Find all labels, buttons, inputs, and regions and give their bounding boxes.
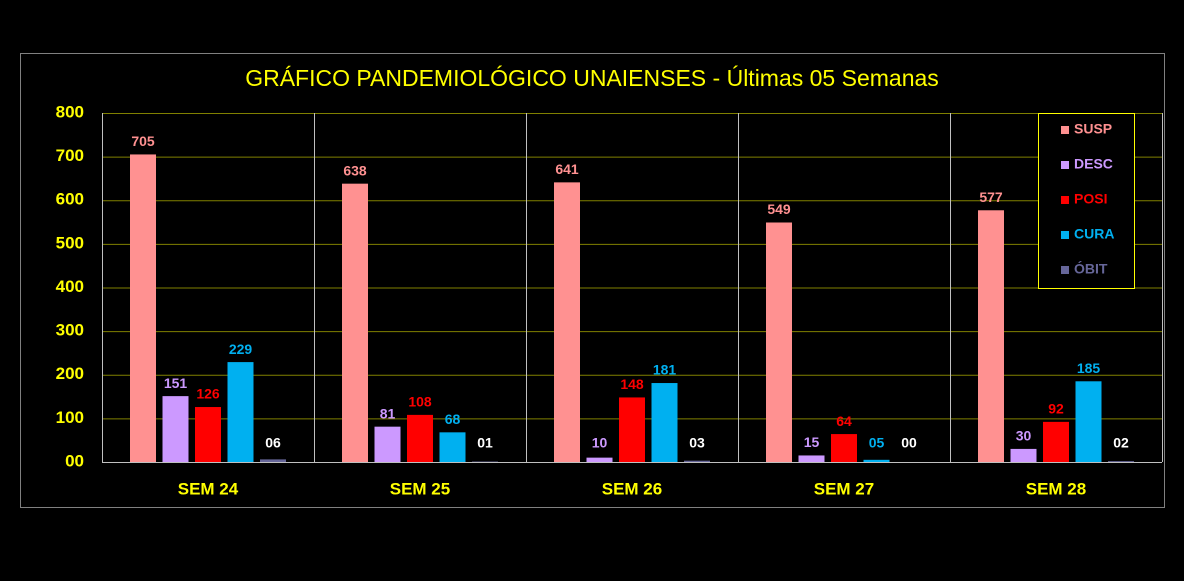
x-tick-label: SEM 25 [390,479,450,498]
x-tick-label: SEM 27 [814,479,874,498]
bar [342,183,368,463]
legend-swatch [1061,266,1069,274]
bar [1010,448,1037,462]
x-tick-label: SEM 28 [1026,479,1086,498]
legend-label: SUSP [1074,121,1112,137]
data-label: 705 [131,133,155,149]
data-label: 108 [408,394,432,410]
data-label: 185 [1077,360,1101,376]
bar [439,432,466,462]
bar [374,426,401,462]
bar [407,414,433,462]
bar [1075,381,1102,462]
bar [978,210,1004,462]
data-label: 00 [901,435,917,451]
legend-label: POSI [1074,191,1107,207]
data-label: 68 [445,411,461,427]
data-label: 126 [196,386,220,402]
data-label: 15 [804,434,820,450]
data-label: 577 [979,189,1003,205]
chart-title: GRÁFICO PANDEMIOLÓGICO UNAIENSES - Últim… [245,65,939,91]
legend-label: CURA [1074,226,1114,242]
bar [863,459,890,462]
y-tick-label: 200 [56,364,84,383]
bar [1043,421,1069,462]
data-label: 64 [836,413,852,429]
y-tick-label: 300 [56,321,84,340]
data-label: 641 [555,161,579,177]
data-label: 151 [164,375,188,391]
y-tick-label: 500 [56,233,84,252]
y-tick-label: 00 [65,451,84,470]
data-label: 148 [620,376,644,392]
data-label: 06 [265,435,281,451]
bar [619,397,645,462]
legend-swatch [1061,231,1069,239]
bar [651,383,678,462]
bar [227,362,254,462]
data-label: 549 [767,201,791,217]
bar [831,434,857,462]
data-label: 10 [592,435,608,451]
bar [195,407,221,462]
bar [798,455,825,462]
legend-box [1038,113,1135,289]
data-label: 229 [229,341,253,357]
y-tick-label: 800 [56,102,84,121]
bar [766,222,792,462]
bar [1108,461,1134,462]
data-label: 81 [380,405,396,421]
y-tick-label: 100 [56,408,84,427]
data-label: 181 [653,362,677,378]
legend-label: ÓBIT [1074,260,1108,277]
legend-swatch [1061,126,1069,134]
chart-border [20,53,1165,508]
legend-swatch [1061,161,1069,169]
bar [130,154,156,462]
data-label: 30 [1016,428,1032,444]
data-label: 92 [1048,401,1064,417]
y-tick-label: 700 [56,146,84,165]
data-label: 02 [1113,435,1129,451]
bar [260,459,286,462]
legend-label: DESC [1074,156,1113,172]
bar [554,182,580,462]
y-tick-label: 600 [56,190,84,209]
y-tick-label: 400 [56,277,84,296]
data-label: 638 [343,162,367,178]
bar [586,457,613,462]
bar [162,396,189,462]
data-label: 03 [689,435,705,451]
legend-swatch [1061,196,1069,204]
x-tick-label: SEM 24 [178,479,239,498]
data-label: 01 [477,435,493,451]
x-tick-label: SEM 26 [602,479,662,498]
bar [684,460,710,462]
data-label: 05 [869,435,885,451]
